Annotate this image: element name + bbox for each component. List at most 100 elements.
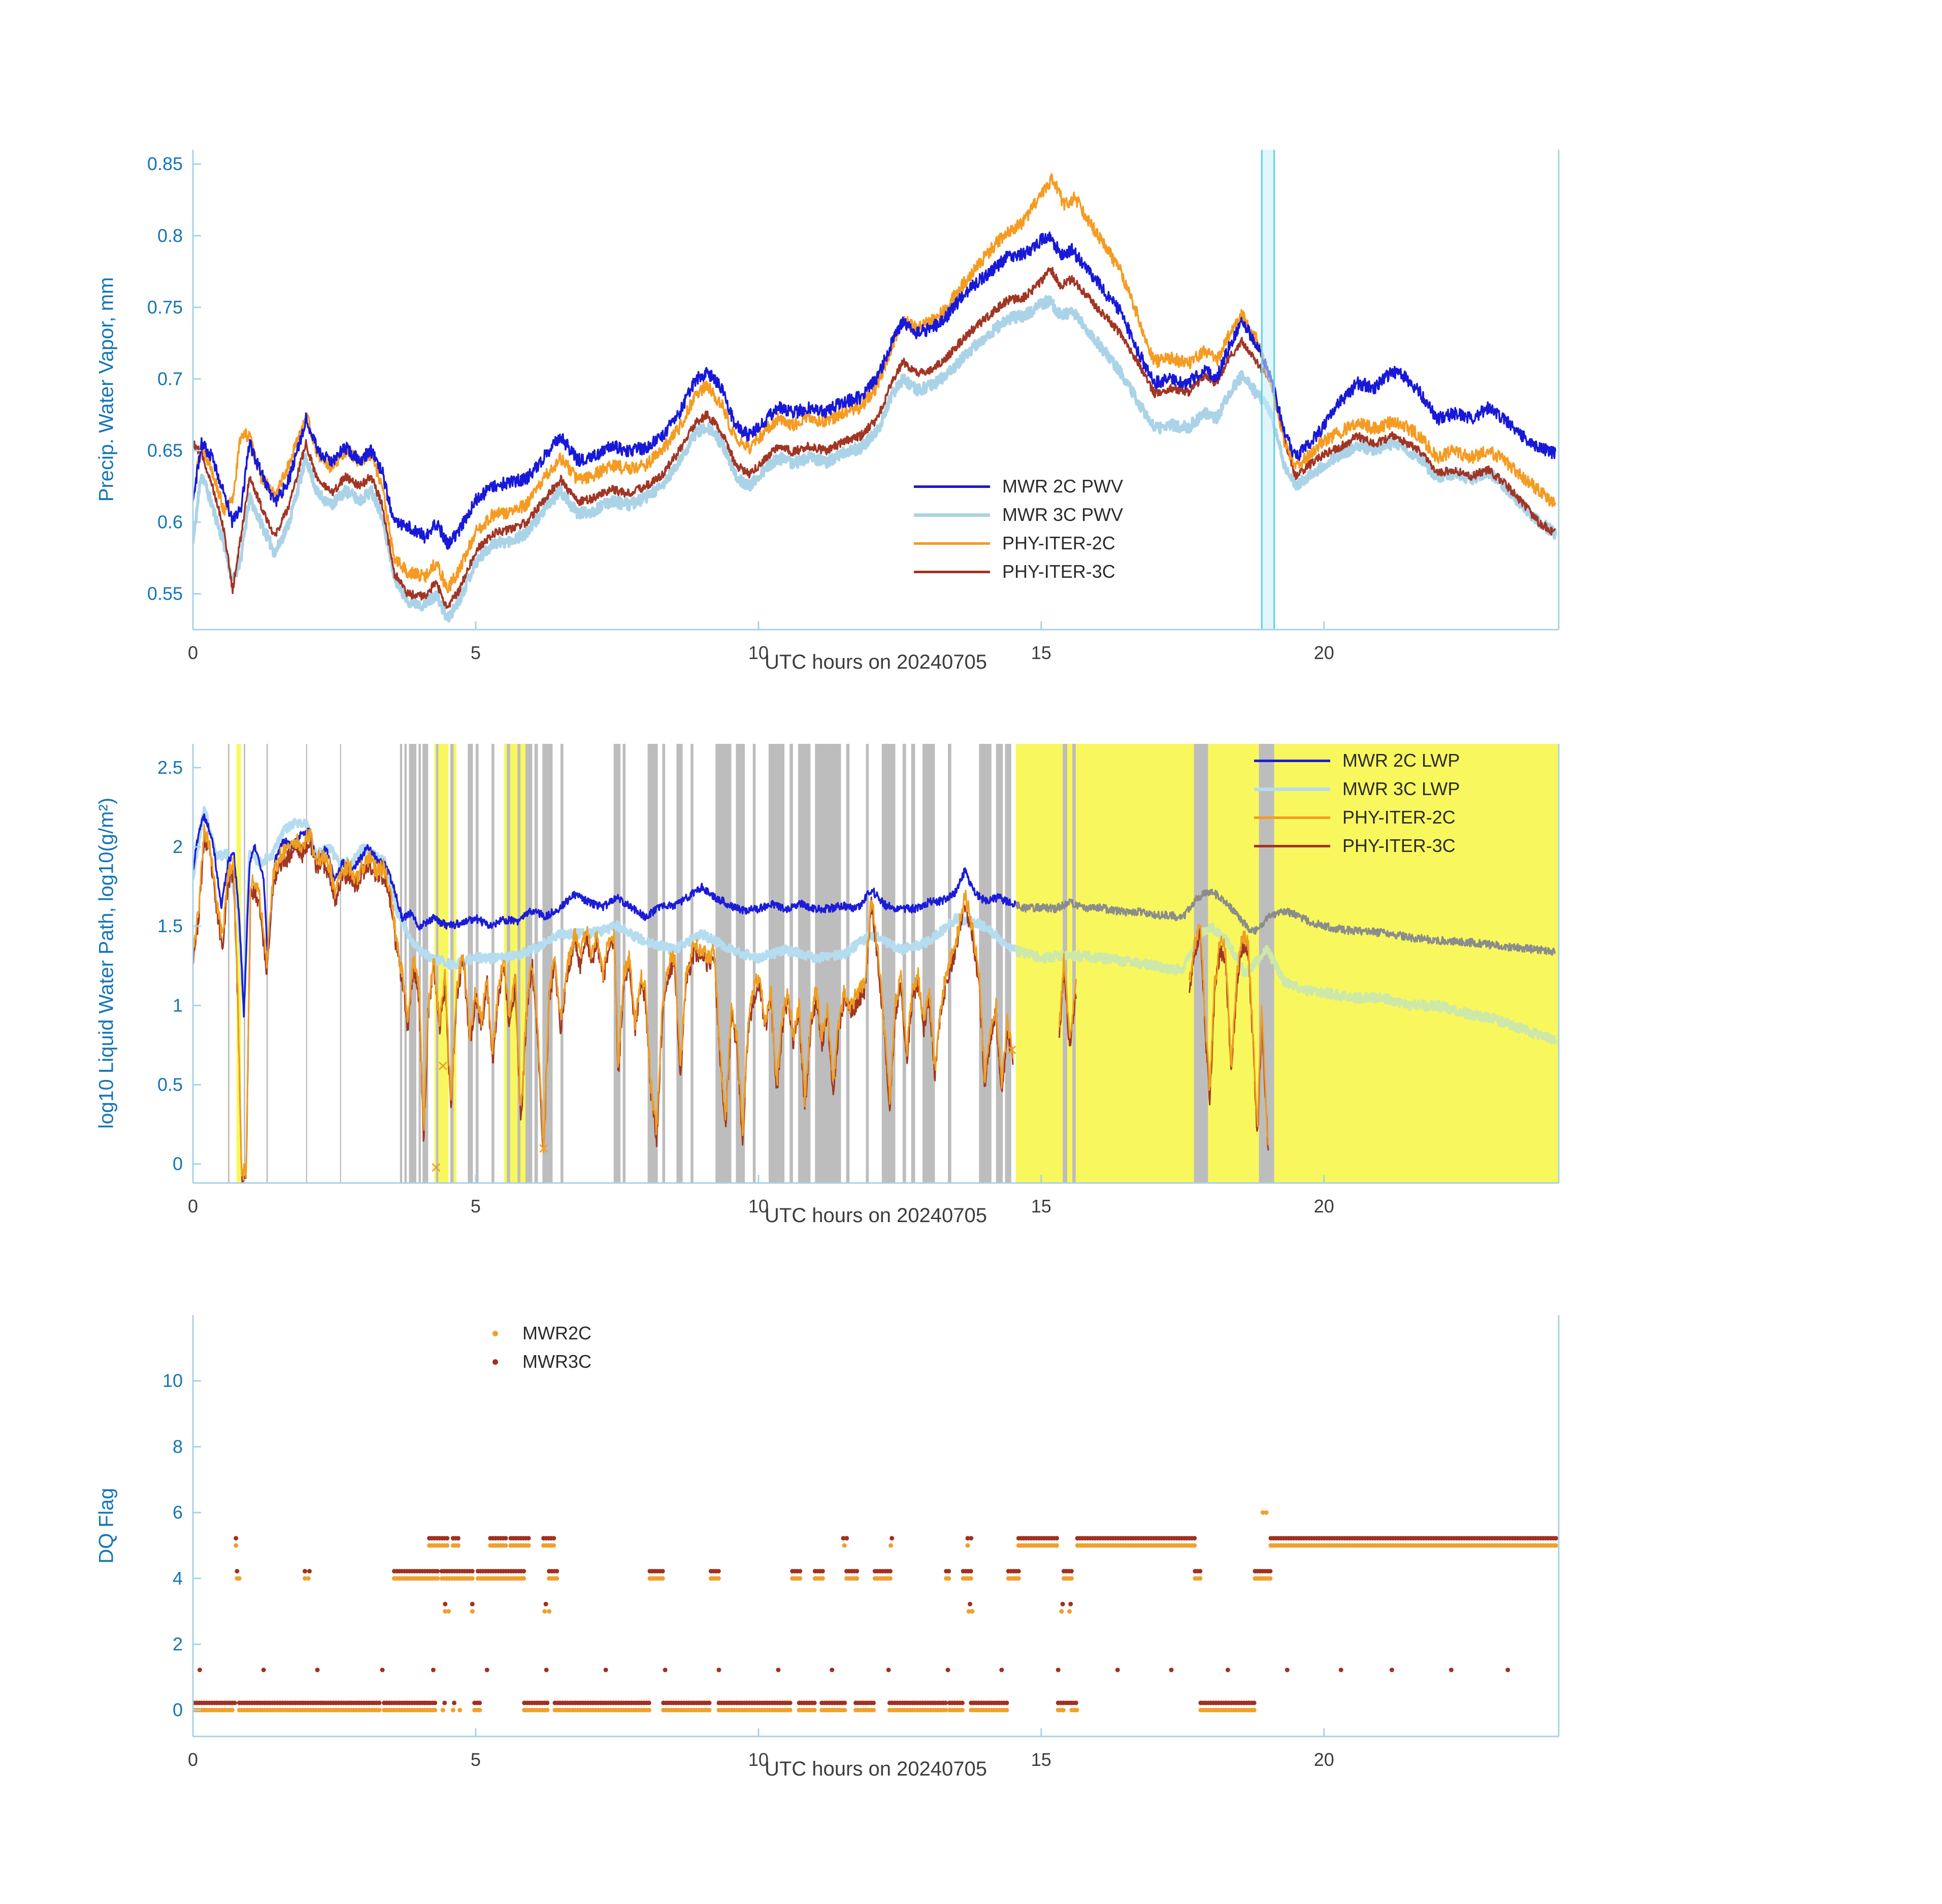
highlight-band [1262, 150, 1274, 630]
pwv-legend: MWR 2C PWV MWR 3C PWV PHY-ITER-2C PHY-IT… [914, 476, 1123, 582]
legend-entry-label: MWR 3C LWP [1342, 778, 1460, 799]
lwp-panel: × × × × 0 5 10 15 20 0 0.5 1 1.5 2 2.5 [157, 744, 1560, 1217]
flagged-region-gray [798, 744, 811, 1183]
legend-entry: PHY-ITER-2C [914, 533, 1123, 553]
legend-entry-label: MWR 2C LWP [1342, 750, 1460, 771]
flagged-region-gray [404, 744, 407, 1183]
flagged-region-gray [418, 744, 421, 1183]
flagged-region-gray [752, 744, 756, 1183]
legend-line-swatch [914, 542, 990, 545]
svg-text:10: 10 [162, 1370, 183, 1391]
legend-entry: MWR 2C LWP [1254, 750, 1460, 771]
series-mwr-2c-lwp-flagged [1015, 889, 1556, 956]
flagged-region-gray [996, 744, 1003, 1183]
svg-text:0.5: 0.5 [157, 1074, 183, 1095]
legend-entry-label: PHY-ITER-3C [1002, 561, 1115, 582]
svg-text:20: 20 [1314, 642, 1334, 663]
svg-text:2: 2 [173, 1633, 183, 1654]
dq-points-mwr3c-level-0.22 [193, 1700, 1257, 1705]
svg-text:0.6: 0.6 [157, 511, 183, 532]
legend-dot-swatch [492, 1330, 498, 1336]
svg-text:0: 0 [188, 1749, 198, 1770]
flagged-region-gray [507, 744, 510, 1183]
legend-entry: PHY-ITER-3C [914, 561, 1123, 582]
svg-text:0.65: 0.65 [147, 440, 183, 461]
legend-line-swatch [1254, 816, 1330, 819]
flagged-region-gray [517, 744, 520, 1183]
svg-text:1.5: 1.5 [157, 915, 183, 936]
flagged-region-gray [422, 744, 429, 1183]
dqflag-panel: 0 5 10 15 20 0 2 4 6 8 10 [162, 1315, 1560, 1770]
svg-text:6: 6 [173, 1502, 183, 1523]
flagged-region-gray [662, 744, 666, 1183]
flagged-region-gray [534, 744, 538, 1183]
dq-legend: MWR2C MWR3C [480, 1323, 591, 1372]
legend-entry-label: PHY-ITER-3C [1342, 835, 1456, 856]
flagged-region-gray [715, 744, 732, 1183]
flagged-region-gray [613, 744, 621, 1183]
lwp-x-axis-label: UTC hours on 20240705 [764, 1204, 988, 1227]
flagged-region-gray [306, 744, 308, 1183]
svg-text:0.85: 0.85 [147, 153, 183, 174]
series-mwr-2c-pwv [193, 231, 1557, 550]
legend-entry: MWR 3C PWV [914, 504, 1123, 525]
svg-text:0: 0 [188, 642, 198, 663]
legend-line-swatch [1254, 787, 1330, 791]
dq-points-mwr3c-level-4.22 [235, 1569, 1273, 1573]
svg-text:2.5: 2.5 [157, 757, 183, 778]
svg-text:4: 4 [173, 1568, 183, 1589]
svg-text:15: 15 [1031, 1196, 1051, 1217]
dq-points-mwr2c-level-5 [234, 1543, 1558, 1548]
flagged-region-gray [676, 744, 683, 1183]
x-marker: × [431, 1157, 442, 1178]
legend-entry: MWR2C [480, 1323, 591, 1343]
svg-text:0: 0 [173, 1154, 183, 1174]
flagged-region-gray [622, 744, 626, 1183]
flagged-region-gray [525, 744, 533, 1183]
series-phy-iter-2c [1059, 953, 1077, 1039]
svg-text:0: 0 [188, 1196, 198, 1217]
legend-entry: MWR 2C PWV [914, 476, 1123, 497]
legend-entry: PHY-ITER-3C [1254, 835, 1460, 856]
legend-entry-label: MWR3C [522, 1351, 591, 1372]
flagged-region-gray [789, 744, 793, 1183]
flagged-region-gray [340, 744, 341, 1183]
flagged-region-yellow [236, 744, 241, 1183]
flagged-region-gray [1194, 744, 1208, 1183]
svg-text:2: 2 [173, 836, 183, 857]
series-mwr-3c-lwp [193, 806, 1017, 1005]
dq-y-axis-label: DQ Flag [95, 1488, 118, 1564]
flagged-region-gray [881, 744, 896, 1183]
flagged-region-gray [922, 744, 935, 1183]
dq-points-mwr3c-level-3.22 [443, 1601, 1073, 1606]
legend-line-swatch [1254, 844, 1330, 847]
svg-text:5: 5 [471, 1749, 481, 1770]
svg-text:0.7: 0.7 [157, 368, 183, 389]
legend-entry: MWR 3C LWP [1254, 778, 1460, 799]
series-phy-iter-2c [193, 173, 1557, 594]
legend-entry-label: PHY-ITER-2C [1342, 807, 1456, 828]
svg-text:1: 1 [173, 995, 183, 1015]
svg-text:8: 8 [173, 1436, 183, 1457]
svg-text:15: 15 [1031, 642, 1051, 663]
svg-text:15: 15 [1031, 1749, 1051, 1770]
series-phy-iter-2c [1189, 924, 1269, 1145]
legend-dot-swatch [492, 1359, 498, 1365]
legend-marker [480, 1359, 510, 1365]
svg-text:0.55: 0.55 [147, 583, 183, 604]
pwv-y-axis-label: Precip. Water Vapor, mm [95, 277, 118, 502]
svg-text:0.75: 0.75 [147, 297, 183, 317]
legend-entry-label: MWR 3C PWV [1002, 504, 1123, 525]
flagged-region-gray [1005, 744, 1011, 1183]
x-marker: × [538, 1138, 549, 1159]
x-marker: × [437, 1056, 448, 1077]
x-marker: × [1006, 1040, 1017, 1061]
legend-marker [480, 1330, 510, 1336]
legend-line-swatch [914, 513, 990, 517]
flagged-region-gray [542, 744, 553, 1183]
svg-text:0: 0 [173, 1699, 183, 1720]
flagged-region-gray [690, 744, 694, 1183]
series-phy-iter-2c [193, 824, 1014, 1180]
svg-text:20: 20 [1314, 1196, 1334, 1217]
flagged-region-gray [815, 744, 841, 1183]
